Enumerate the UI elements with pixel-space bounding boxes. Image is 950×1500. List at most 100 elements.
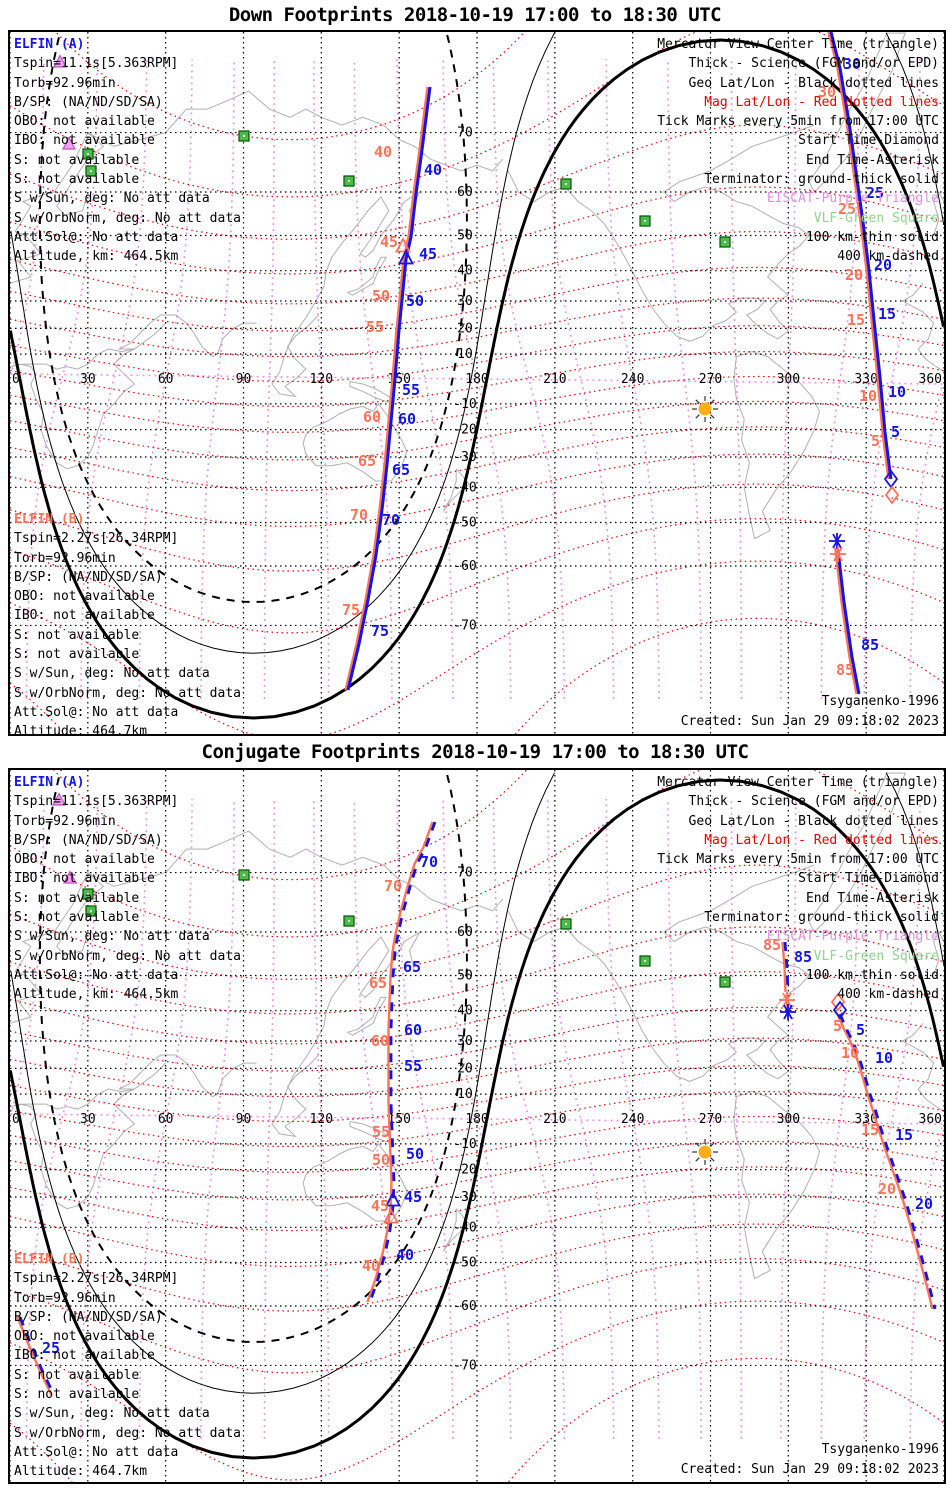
legend-line: Thick - Science (FGM and/or EPD): [688, 794, 939, 810]
lon-tick-label: 30: [80, 1112, 96, 1127]
track-minute-label: 70: [382, 511, 400, 529]
elfin-b-info: ELFIN (B) Tspin=2.27s[26.34RPM] Torb=92.96…: [14, 1250, 241, 1482]
track-minute-label: 50: [372, 287, 390, 305]
track-minute-label: 40: [374, 143, 392, 161]
track-minute-label: 70: [350, 506, 368, 524]
track-minute-label: 15: [861, 1121, 879, 1139]
end-time-asterisk-icon: [779, 992, 795, 1008]
track-minute-label: 50: [406, 292, 424, 310]
spacecraft-info-line: S w/Sun, deg: No att data: [14, 929, 210, 945]
markers: [52, 792, 848, 1224]
legend-line: 400 km-dashed: [837, 249, 939, 265]
ground-terminator: [18, 38, 944, 720]
lat-tick-label: 70: [457, 866, 473, 881]
spacecraft-info-line: Att.Sol@: No att data: [14, 967, 179, 983]
legend-line: 100 km-thin solid: [805, 229, 939, 245]
lon-tick-label: 300: [777, 1112, 800, 1127]
lat-tick-label: 10: [457, 347, 473, 362]
spacecraft-info-line: Torb=92.96min: [14, 1290, 116, 1306]
lon-tick-label: 240: [621, 372, 644, 387]
elfin-a-track-start-pass: [829, 32, 893, 480]
track-minute-label: 55: [404, 1057, 422, 1075]
400km-terminator: [38, 770, 62, 1114]
100km-terminator: [10, 230, 36, 377]
conjugate-footprints-panel: 70 60 50 40 30 20 10 -10 -20 -30 -40 -50 -60 -70 0 30 60…: [8, 768, 946, 1484]
spacecraft-info-line: Torb=92.96min: [14, 813, 116, 829]
vlf-square-dot: [87, 153, 89, 155]
track-minute-label: 45: [404, 1188, 422, 1206]
legend-line: Terminator: ground-thick solid: [704, 910, 939, 926]
track-minute-label: 45: [419, 245, 437, 263]
spacecraft-info-line: S: not available: [14, 1387, 140, 1403]
legend-line: Mercator View Center Time (triangle): [657, 37, 939, 52]
created-timestamp: Created: Sun Jan 29 09:18:02 2023: [680, 1461, 939, 1477]
track-minute-label: 10: [859, 387, 877, 405]
spacecraft-info-line: S w/Sun, deg: No att data: [14, 191, 210, 207]
lat-tick-label: 40: [457, 1004, 473, 1019]
elfin-a-track-main-pass: [346, 86, 432, 691]
vlf-square-dot: [644, 220, 646, 222]
end-time-asterisk-icon: [830, 546, 846, 562]
elfin-a-info: ELFIN (A) Tspin=11.1s[5.363RPM] Torb=92.96…: [14, 773, 241, 1005]
spacecraft-info-line: IBO: not available: [14, 608, 155, 624]
subsolar-sun-icon: [692, 396, 718, 422]
eiscat-site-triangle-icon: [52, 792, 66, 806]
legend-line: Mag Lat/Lon - Red dotted lines: [704, 832, 939, 848]
vlf-square-dot: [565, 183, 567, 185]
elfin-a-track-wrap-pass: [18, 1316, 56, 1396]
credits: Tsyganenko-1996 Created: Sun Jan 29 09:1…: [681, 692, 939, 731]
spacecraft-info-line: S: not available: [14, 890, 140, 906]
spacecraft-info-line: Tspin=11.1s[5.363RPM]: [14, 794, 179, 810]
spacecraft-info-line: S w/OrbNorm, deg: No att data: [14, 210, 241, 226]
elfin-b-track-end-pass: [834, 549, 858, 695]
spacecraft-info-title: ELFIN (B): [14, 1252, 85, 1267]
lat-tick-label: 60: [457, 925, 473, 940]
vlf-square-dot: [348, 920, 350, 922]
100km-terminator: [885, 32, 944, 226]
lat-tick-label: -60: [453, 1299, 476, 1314]
spacecraft-info-line: B/SP: (NA/ND/SD/SA): [14, 94, 163, 110]
lon-tick-label: 180: [465, 1112, 488, 1127]
elfin-a-track-end-pass: [783, 941, 790, 993]
track-minute-label: 20: [845, 266, 863, 284]
track-minute-label: 40: [396, 1246, 414, 1264]
track-minute-label: 70: [420, 853, 438, 871]
credits: Tsyganenko-1996 Created: Sun Jan 29 09:1…: [681, 1440, 939, 1479]
ground-terminator: [10, 1070, 22, 1120]
spacecraft-info-line: Altitude: 464.7km: [14, 1464, 148, 1480]
spacecraft-info-line: Tspin=2.27s[26.34RPM]: [14, 531, 179, 547]
track-minute-label: 10: [875, 1049, 893, 1067]
lon-tick-label: 360: [919, 372, 942, 387]
down-panel-title: Down Footprints 2018-10-19 17:00 to 18:3…: [228, 4, 722, 26]
lon-tick-label: 180: [465, 372, 488, 387]
400km-terminator: [52, 770, 468, 1344]
elfin-a-track-end-pass: [836, 549, 861, 695]
spacecraft-info-line: Tspin=2.27s[26.34RPM]: [14, 1271, 179, 1287]
start-time-diamond-icon: [832, 1000, 848, 1020]
lon-tick-label: 60: [158, 372, 174, 387]
vlf-square-dot: [90, 170, 92, 172]
spacecraft-info-line: Torb=92.96min: [14, 75, 116, 91]
100km-terminator: [34, 32, 556, 654]
lon-tick-label: 330: [854, 372, 877, 387]
spacecraft-info-line: OBO: not available: [14, 589, 155, 605]
center-time-triangle-icon: [395, 237, 411, 253]
spacecraft-info-line: Att.Sol@: No att data: [14, 704, 179, 720]
spacecraft-info-line: OBO: not available: [14, 114, 155, 130]
legend-line: VLF-Green Square: [813, 210, 939, 226]
legend-line: EISCAT-Purple Triangle: [766, 929, 939, 945]
spacecraft-info-line: Altitude, km: 464.5km: [14, 249, 179, 265]
track-minute-label: 15: [847, 311, 865, 329]
legend-line: End Time-Asterisk: [805, 890, 939, 906]
spacecraft-info-line: Tspin=11.1s[5.363RPM]: [14, 56, 179, 72]
lat-tick-label: -20: [453, 423, 476, 438]
track-minute-label: 50: [372, 1151, 390, 1169]
lat-tick-label: -70: [453, 1358, 476, 1373]
track-minute-label: 60: [371, 1032, 389, 1050]
map-legend: Mercator View Center Time (triangle) Thic…: [657, 35, 939, 267]
spacecraft-info-title: ELFIN (A): [14, 37, 85, 52]
ground-terminator: [18, 778, 944, 1460]
